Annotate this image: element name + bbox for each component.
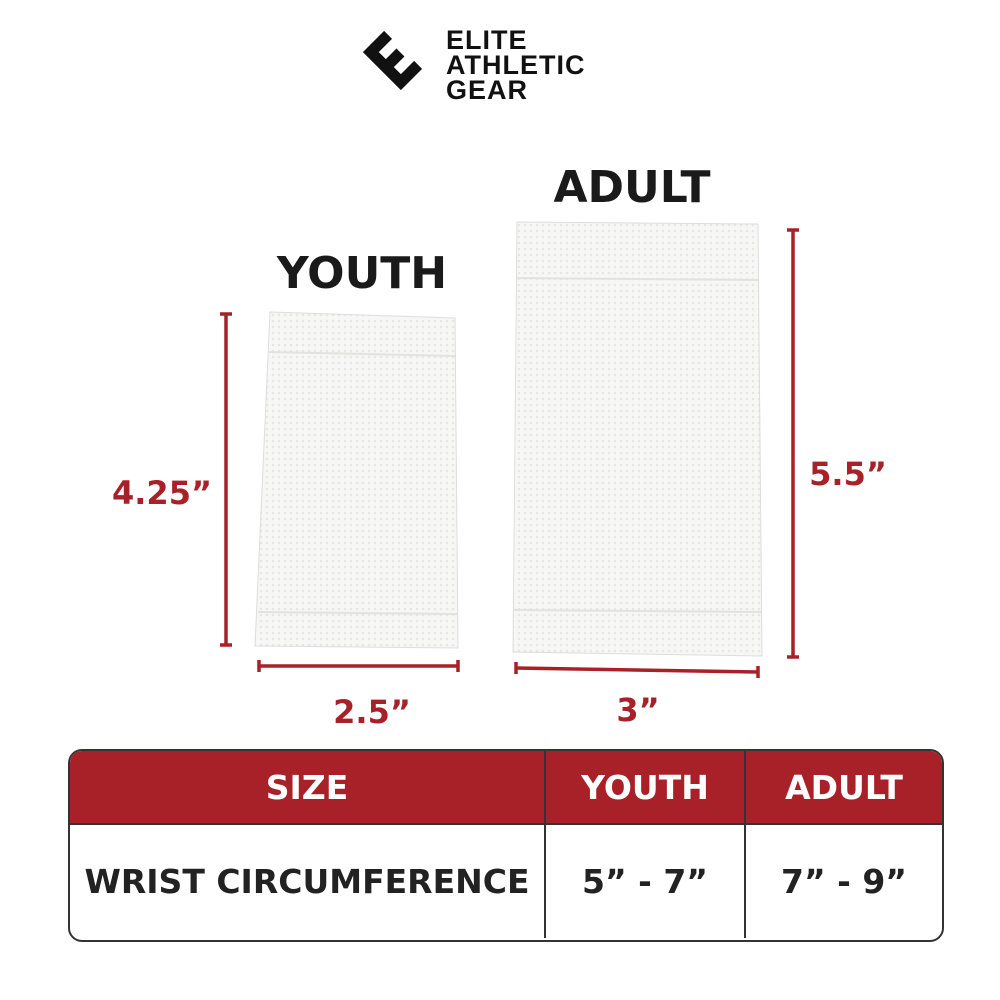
brand-line: ELITE [446,25,528,55]
adult-title: ADULT [553,162,711,213]
adult-sleeve-image [512,221,763,657]
youth-width-label: 2.5” [333,693,411,731]
youth-title: YOUTH [276,248,448,299]
table-header-youth: YOUTH [544,751,744,825]
table-cell-youth: 5” - 7” [544,825,744,938]
table-header-adult: ADULT [744,751,942,825]
youth-height-label: 4.25” [112,474,212,512]
table-cell-measure: WRIST CIRCUMFERENCE [84,862,530,901]
table-header-size: SIZE [70,751,544,825]
measure-lines [220,228,799,678]
adult-width-label: 3” [616,691,660,729]
brand-line: GEAR [446,75,529,105]
brand-line: ATHLETIC [446,50,586,80]
size-table: SIZE YOUTH ADULT WRIST CIRCUMFERENCE 5” … [68,749,944,942]
youth-sleeve-image [254,311,459,649]
brand-wordmark: ELITE ATHLETIC GEAR [446,25,586,105]
adult-height-label: 5.5” [809,455,887,493]
elite-e-logo-icon [362,30,423,91]
table-cell-adult: 7” - 9” [744,825,942,938]
